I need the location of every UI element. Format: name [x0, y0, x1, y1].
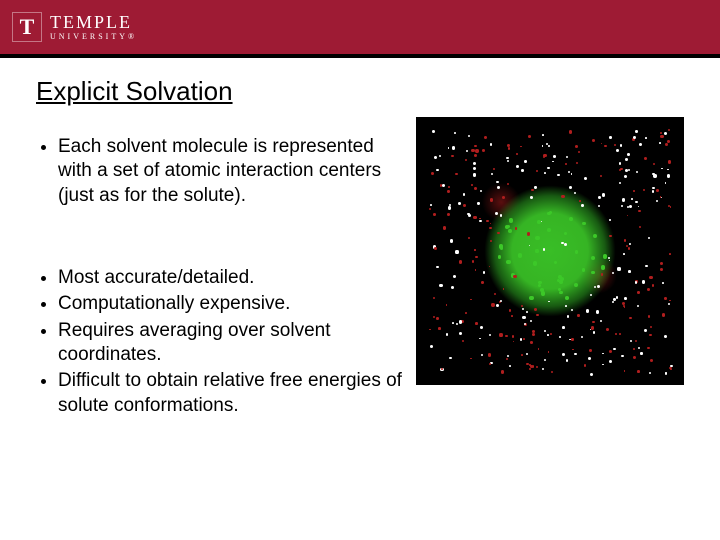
logo-text: TEMPLE UNIVERSITY® [50, 13, 137, 41]
solvent-particles [428, 129, 672, 373]
bullet-item: Most accurate/detailed. [58, 266, 402, 290]
logo-sub-text: UNIVERSITY® [50, 33, 137, 41]
slide-title: Explicit Solvation [36, 76, 684, 107]
bullet-list-top: Each solvent molecule is represented wit… [36, 135, 402, 208]
header-bar: T TEMPLE UNIVERSITY® [0, 0, 720, 54]
bullet-item: Each solvent molecule is represented wit… [58, 135, 402, 208]
content-row: Each solvent molecule is represented wit… [36, 135, 684, 420]
bullet-list-bottom: Most accurate/detailed. Computationally … [36, 266, 402, 418]
spacer [36, 210, 402, 266]
logo-main-text: TEMPLE [50, 13, 137, 31]
bullet-item: Computationally expensive. [58, 292, 402, 316]
university-logo: T TEMPLE UNIVERSITY® [12, 12, 137, 42]
bullet-item: Difficult to obtain relative free energi… [58, 369, 402, 418]
logo-t-icon: T [12, 12, 42, 42]
bullet-item: Requires averaging over solvent coordina… [58, 319, 402, 368]
slide-content: Explicit Solvation Each solvent molecule… [0, 58, 720, 420]
simulation-figure [416, 117, 684, 385]
text-column: Each solvent molecule is represented wit… [36, 135, 402, 420]
